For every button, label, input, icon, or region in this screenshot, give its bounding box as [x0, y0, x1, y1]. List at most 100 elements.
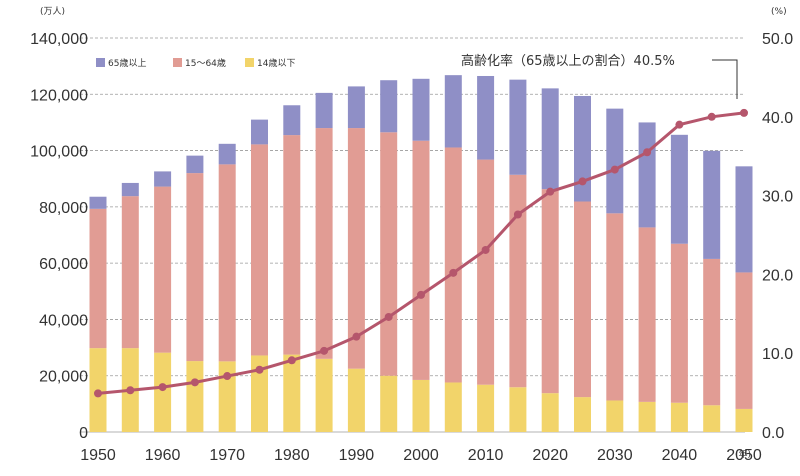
x-tick-label: 2030	[597, 447, 633, 464]
y2-tick-label: 10.0	[762, 346, 793, 363]
aging-rate-point-1985	[320, 346, 329, 355]
bar-65plus-2045	[703, 150, 721, 259]
bar-15-64-1955	[121, 196, 139, 349]
bar-65plus-1965	[186, 155, 204, 174]
x-unit-label: (年)	[735, 448, 751, 460]
bar-65plus-2030	[606, 108, 624, 214]
legend-swatch-15-64	[173, 58, 182, 67]
bar-15-64-1965	[186, 173, 204, 362]
bar-under14-2040	[670, 402, 688, 432]
bar-under14-1980	[283, 354, 301, 432]
bar-under14-2045	[703, 405, 721, 432]
bar-65plus-2025	[574, 95, 591, 202]
bar-65plus-1990	[347, 86, 365, 129]
bar-under14-2035	[638, 401, 656, 432]
bar-15-64-1975	[251, 144, 268, 356]
legend-swatch-under14	[245, 58, 254, 67]
bar-65plus-2005	[444, 75, 462, 148]
bar-15-64-2045	[703, 258, 721, 406]
bar-65plus-1980	[283, 105, 301, 136]
bar-65plus-1975	[251, 119, 268, 145]
bar-65plus-1995	[380, 80, 398, 133]
y-tick-label: 0	[79, 425, 88, 442]
y2-tick-label: 50.0	[762, 31, 793, 48]
bar-15-64-1985	[315, 128, 333, 359]
y-tick-label: 100,000	[30, 144, 88, 161]
bar-under14-2015	[509, 387, 527, 432]
legend-label-15-64: 15～64歳	[185, 57, 226, 69]
aging-rate-point-1955	[126, 386, 135, 395]
bars	[89, 75, 753, 432]
bar-under14-1990	[347, 368, 365, 432]
bar-15-64-2020	[541, 189, 559, 394]
bar-15-64-2025	[574, 201, 591, 398]
aging-rate-point-1960	[158, 383, 167, 392]
y-tick-label: 80,000	[39, 200, 88, 217]
bar-15-64-2035	[638, 227, 656, 402]
bar-15-64-2030	[606, 213, 624, 401]
y2-tick-label: 40.0	[762, 110, 793, 127]
bar-under14-1975	[251, 355, 268, 432]
x-tick-label: 2000	[403, 447, 439, 464]
x-tick-label: 2010	[468, 447, 504, 464]
bar-under14-2000	[412, 379, 430, 432]
bar-15-64-1980	[283, 135, 301, 355]
y-tick-label: 20,000	[39, 369, 88, 386]
aging-rate-point-1990	[352, 332, 361, 341]
bar-under14-2025	[574, 397, 591, 432]
bar-65plus-1950	[89, 196, 107, 209]
y-tick-label: 120,000	[30, 87, 88, 104]
bar-15-64-1970	[218, 164, 236, 362]
bar-15-64-1995	[380, 132, 398, 376]
bar-15-64-2005	[444, 147, 462, 383]
bar-65plus-2015	[509, 79, 527, 175]
bar-15-64-1960	[154, 186, 172, 353]
annotation: 高齢化率（65歳以上の割合）40.5%	[461, 53, 738, 99]
x-tick-label: 2050	[726, 447, 762, 464]
bar-under14-1970	[218, 361, 236, 432]
bar-15-64-2050	[735, 272, 753, 409]
axis-labels: 0 20,000 40,000 60,000 80,000 100,000 120,000 1…	[30, 31, 793, 464]
y2-tick-label: 30.0	[762, 189, 793, 206]
aging-rate-point-2045	[707, 112, 716, 121]
bar-under14-1985	[315, 358, 333, 432]
bar-65plus-2000	[412, 78, 430, 141]
bar-65plus-2040	[670, 134, 688, 244]
bar-under14-1965	[186, 361, 204, 432]
x-tick-label: 1990	[339, 447, 375, 464]
left-unit-label: (万人)	[40, 6, 65, 17]
aging-rate-point-2010	[481, 245, 490, 254]
y-tick-label: 140,000	[30, 31, 88, 48]
y2-tick-label: 0.0	[762, 425, 784, 442]
aging-rate-point-2005	[449, 268, 458, 277]
aging-rate-point-1980	[287, 356, 296, 365]
bar-65plus-2035	[638, 122, 656, 228]
bar-65plus-2020	[541, 88, 559, 190]
aging-rate-point-2035	[643, 148, 652, 157]
x-tick-label: 1980	[274, 447, 310, 464]
aging-rate-point-2030	[610, 165, 619, 174]
bar-65plus-1970	[218, 143, 236, 165]
aging-rate-line	[94, 108, 748, 398]
bar-65plus-1960	[154, 171, 172, 187]
bar-65plus-2050	[735, 166, 753, 273]
bar-under14-1960	[154, 352, 172, 432]
y-tick-label: 40,000	[39, 312, 88, 329]
y2-tick-label: 20.0	[762, 267, 793, 284]
bar-under14-2020	[541, 393, 559, 432]
legend-label-under14: 14歳以下	[257, 57, 295, 69]
annotation-text: 高齢化率（65歳以上の割合）40.5%	[461, 53, 675, 69]
bar-65plus-1985	[315, 92, 333, 129]
aging-rate-point-2050	[740, 108, 748, 117]
bar-under14-1995	[380, 375, 398, 432]
legend-label-65plus: 65歳以上	[108, 57, 146, 69]
right-unit-label: (%)	[771, 7, 787, 17]
aging-rate-point-1995	[384, 312, 393, 321]
aging-rate-point-1965	[190, 378, 199, 387]
bar-15-64-1990	[347, 128, 365, 369]
annotation-leader	[712, 59, 738, 99]
aging-rate-point-1950	[94, 389, 102, 398]
aging-rate-point-2040	[675, 120, 684, 129]
bar-15-64-2040	[670, 243, 688, 403]
